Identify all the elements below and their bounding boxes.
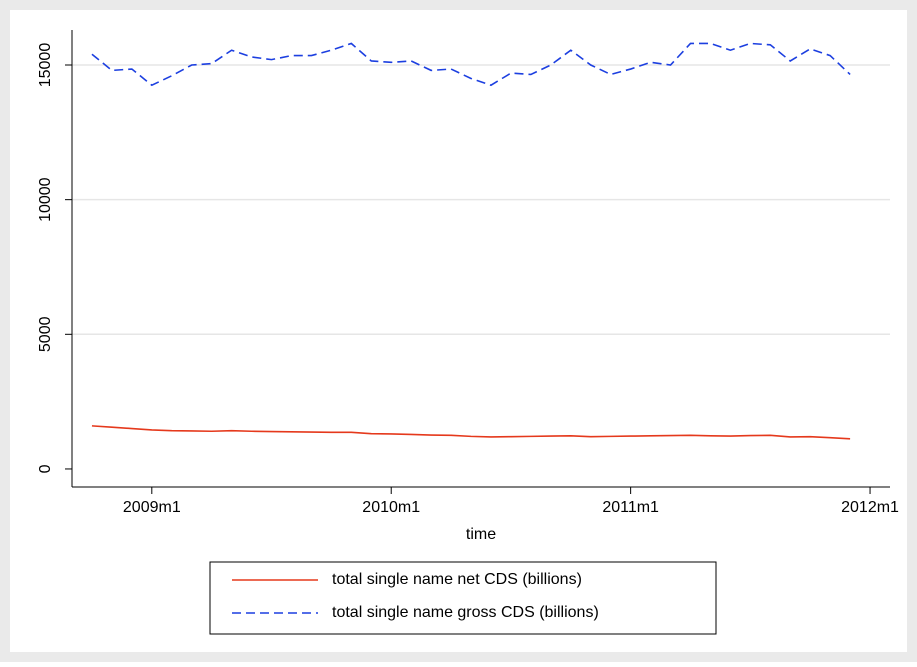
y-tick-label: 5000 <box>37 316 54 352</box>
y-tick-label: 15000 <box>37 43 54 88</box>
legend-box <box>209 561 717 635</box>
data-line <box>91 42 851 87</box>
data-line <box>91 425 851 440</box>
x-tick-label: 2010m1 <box>362 499 420 516</box>
legend-label: total single name gross CDS (billions) <box>332 604 599 621</box>
x-tick-label: 2009m1 <box>123 499 181 516</box>
legend-label: total single name net CDS (billions) <box>332 571 582 588</box>
x-tick-label: 2012m1 <box>841 499 899 516</box>
y-tick-label: 0 <box>37 464 54 473</box>
x-tick-label: 2011m1 <box>602 499 659 516</box>
x-axis-label: time <box>466 526 496 543</box>
plot-region <box>10 10 907 652</box>
y-tick-label: 10000 <box>37 177 54 222</box>
